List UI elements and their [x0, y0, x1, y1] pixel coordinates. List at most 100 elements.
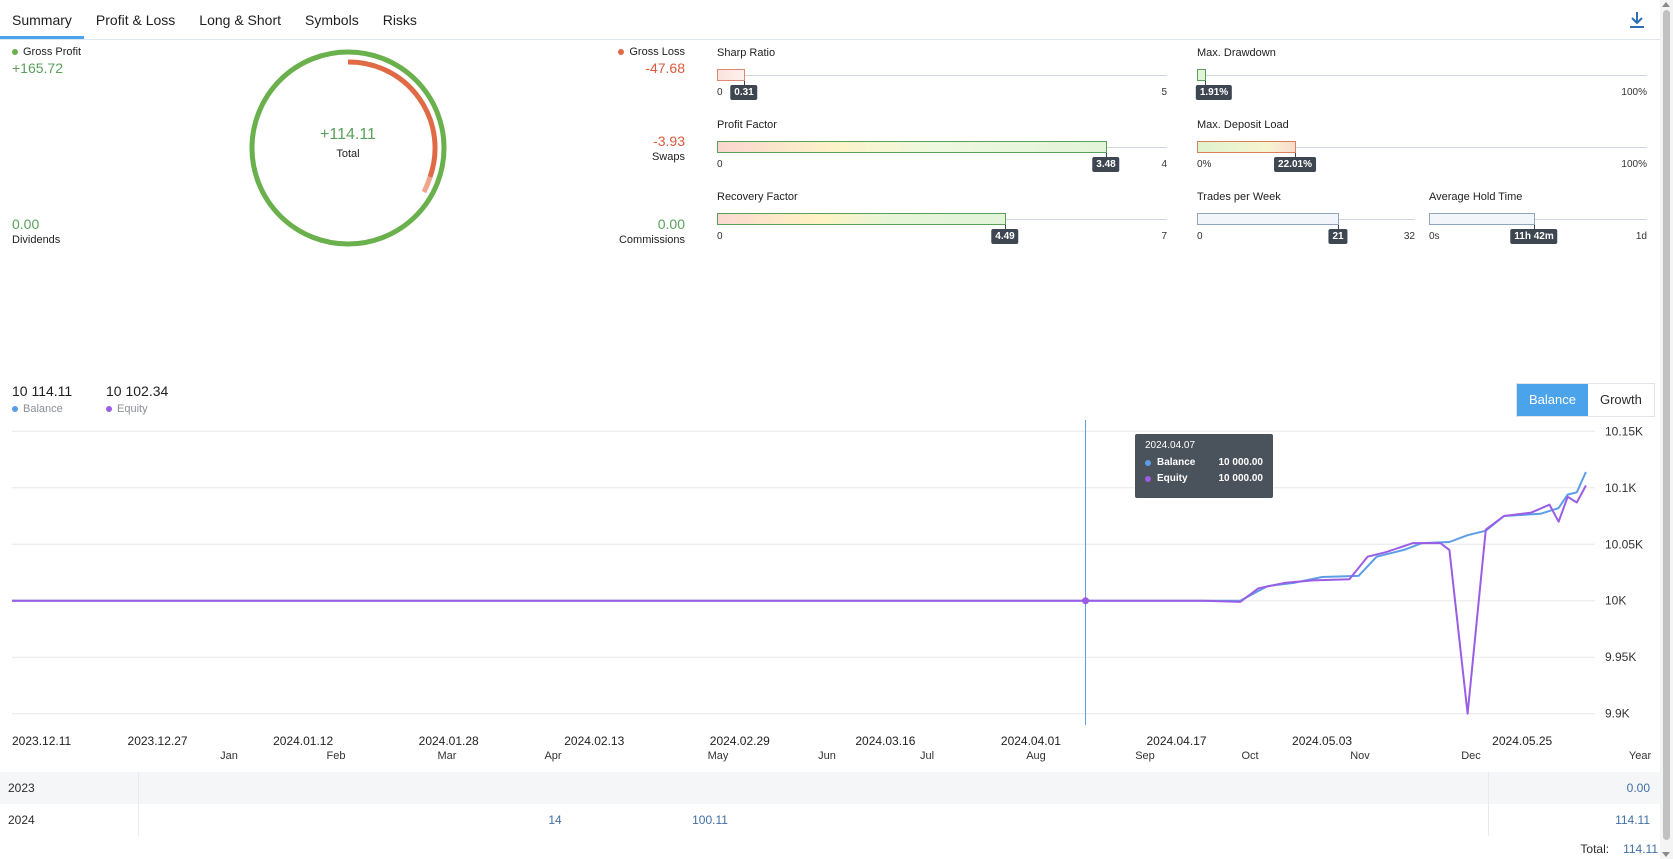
average-hold-time-value: 11h 42m	[1510, 229, 1558, 244]
col-separator	[1488, 804, 1489, 836]
month-header: Mar	[437, 750, 457, 762]
dividends-value: 0.00	[12, 216, 40, 232]
tooltip-date: 2024.04.07	[1145, 440, 1196, 451]
gauge-marker	[1295, 153, 1296, 157]
gauge-marker	[1338, 225, 1339, 229]
tooltip-balance-value: 10 000.00	[1218, 457, 1264, 468]
gauge-max: 32	[1403, 231, 1415, 242]
max-deposit-load-title: Max. Deposit Load	[1197, 119, 1289, 131]
tab-long-short[interactable]: Long & Short	[199, 11, 282, 28]
month-value-may[interactable]: 100.11	[692, 813, 728, 827]
balance-line	[12, 471, 1587, 602]
y-tick-label: 10.1K	[1605, 481, 1636, 495]
recovery-factor-value: 4.49	[991, 229, 1019, 244]
gauge-marker	[1005, 225, 1006, 229]
tooltip-equity-label: Equity	[1157, 473, 1188, 484]
grand-total-value: 114.11	[1623, 842, 1658, 856]
gross-loss-label: Gross Loss	[629, 46, 685, 58]
balance-toggle-button[interactable]: Balance	[1517, 384, 1588, 416]
gross-profit-stat: Gross Profit +165.72	[12, 46, 81, 76]
tooltip-equity-dot-icon	[1145, 475, 1151, 482]
tab-profit-loss[interactable]: Profit & Loss	[95, 11, 176, 28]
gauge-min: 0	[717, 231, 723, 242]
gauge-track	[1197, 75, 1647, 76]
month-header: Nov	[1350, 750, 1370, 762]
download-icon[interactable]	[1626, 9, 1648, 31]
equity-legend-label: Equity	[117, 403, 148, 415]
col-separator	[1488, 772, 1489, 804]
total-value: +114.11	[320, 126, 376, 143]
balance-value: 10 114.11	[12, 383, 73, 399]
growth-toggle-button[interactable]: Growth	[1599, 392, 1642, 407]
gauge-track	[717, 75, 1167, 76]
gauge-bar	[1197, 141, 1296, 153]
scroll-up-icon[interactable]	[1662, 2, 1670, 7]
sharp-ratio-value: 0.31	[730, 85, 758, 100]
equity-dot-icon	[106, 406, 112, 412]
year-header: Year	[1628, 750, 1652, 762]
gauge-bar	[717, 141, 1107, 153]
year-label: 2024	[8, 813, 35, 827]
sharp-ratio-title: Sharp Ratio	[717, 47, 776, 59]
swaps-value: -3.93	[653, 133, 685, 149]
crosshair-point	[1082, 597, 1090, 605]
max-deposit-load-value: 22.01%	[1274, 157, 1316, 172]
scrollbar-thumb[interactable]	[1663, 10, 1670, 840]
gauge-marker	[1205, 81, 1206, 85]
commissions-label: Commissions	[618, 234, 685, 246]
gauge-max: 4	[1161, 159, 1167, 170]
scroll-down-icon[interactable]	[1662, 852, 1670, 857]
col-separator	[138, 804, 139, 836]
x-tick-label: 2023.12.27	[128, 734, 188, 745]
grand-total-label: Total:	[1580, 842, 1610, 856]
vertical-scrollbar[interactable]	[1660, 0, 1673, 859]
balance-dot-icon	[12, 406, 18, 412]
gauge-track	[1429, 219, 1647, 220]
swaps-stat: -3.93 Swaps	[652, 131, 685, 163]
gauge-track	[1197, 147, 1647, 148]
max-drawdown-gauge: Max. Drawdown 1.91% 100%	[1195, 47, 1647, 107]
trades-per-week-gauge: Trades per Week 21 0 32	[1197, 191, 1415, 251]
y-tick-label: 9.9K	[1605, 707, 1630, 721]
gauge-max: 100%	[1621, 159, 1647, 170]
tab-summary[interactable]: Summary	[0, 0, 84, 39]
gross-profit-value: +165.72	[12, 60, 63, 76]
month-header: Sep	[1135, 750, 1155, 762]
year-label: 2023	[8, 781, 35, 795]
year-total[interactable]: 0.00	[1626, 781, 1650, 795]
y-tick-label: 10.15K	[1605, 424, 1643, 438]
month-header: Feb	[326, 750, 346, 762]
month-header: Aug	[1026, 750, 1046, 762]
year-total[interactable]: 114.11	[1615, 813, 1650, 827]
month-value-apr[interactable]: 14	[548, 813, 562, 827]
x-tick-label: 2023.12.11	[12, 734, 71, 745]
donut-swaps-arc	[421, 176, 433, 194]
chart-tooltip: 2024.04.07 Balance 10 000.00 Equity 10 000…	[1135, 434, 1273, 498]
gross-profit-label: Gross Profit	[23, 46, 82, 58]
month-header: May	[707, 750, 729, 762]
tab-symbols[interactable]: Symbols	[305, 11, 359, 28]
dividends-label: Dividends	[12, 234, 61, 246]
x-tick-label: 2024.05.03	[1292, 734, 1352, 745]
gauge-min: 0s	[1429, 231, 1440, 242]
month-header: Oct	[1241, 750, 1259, 762]
gauge-max: 100%	[1621, 87, 1647, 98]
sharp-ratio-gauge: Sharp Ratio 0.31 0 5	[717, 47, 1167, 107]
profit-loss-donut	[249, 49, 447, 247]
gross-profit-dot-icon	[12, 49, 18, 55]
y-tick-label: 10K	[1605, 594, 1626, 608]
gross-loss-stat: Gross Loss -47.68	[618, 46, 685, 76]
tab-risks[interactable]: Risks	[382, 11, 417, 28]
month-header: Jul	[919, 750, 935, 762]
commissions-stat: 0.00 Commissions	[619, 214, 685, 246]
month-header: Dec	[1461, 750, 1481, 762]
profit-factor-gauge: Profit Factor 3.48 0 4	[717, 119, 1167, 179]
gross-loss-dot-icon	[618, 49, 625, 55]
balance-equity-chart[interactable]: 10.15K 10.1K 10.05K 10K 9.95K 9.9K 2023.12.11 2…	[0, 420, 1660, 745]
gauge-max: 1d	[1635, 231, 1647, 242]
balance-legend-label: Balance	[23, 403, 63, 415]
month-header: Jan	[220, 750, 238, 762]
x-tick-label: 2024.04.17	[1146, 734, 1206, 745]
recovery-factor-gauge: Recovery Factor 4.49 0 7	[717, 191, 1167, 251]
grand-total: Total: 114.11	[1580, 842, 1658, 856]
